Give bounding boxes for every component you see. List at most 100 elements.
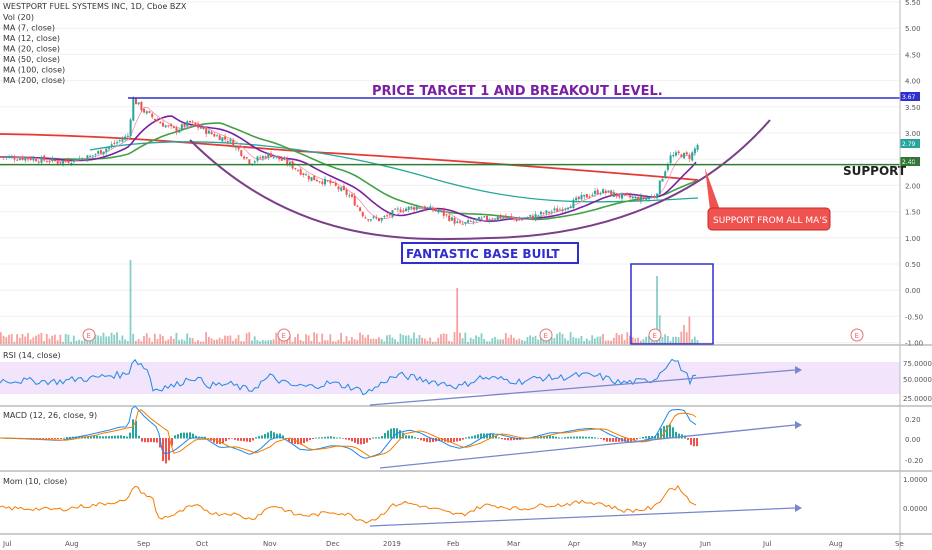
candle	[213, 133, 216, 137]
base-label: FANTASTIC BASE BUILT	[406, 247, 560, 261]
candle	[145, 111, 148, 114]
volume-bar	[548, 337, 550, 344]
macd-hist-bar	[387, 430, 389, 439]
candle	[113, 142, 116, 144]
macd-hist-bar	[561, 437, 563, 439]
volume-bar	[626, 332, 629, 344]
candle	[499, 215, 502, 219]
current-badge: 2.79	[900, 139, 920, 148]
candle	[16, 159, 19, 161]
time-axis: Jul Aug Sep Oct Nov Dec 2019 Feb Mar Apr May Jun Jul…	[2, 540, 904, 548]
candle	[413, 207, 416, 210]
price-tick-label: 0.00	[905, 287, 921, 295]
volume-bar	[137, 338, 140, 344]
candle	[226, 141, 229, 143]
time-tick-label: Apr	[568, 540, 580, 548]
macd-hist-bar	[603, 438, 605, 441]
volume-bar	[507, 337, 510, 344]
volume-bar	[680, 331, 683, 344]
candle	[440, 210, 443, 212]
volume-bar	[494, 336, 496, 344]
candle	[480, 217, 483, 219]
macd-hist-bar	[183, 432, 185, 439]
volume-bar	[342, 341, 345, 344]
volume-bar	[167, 339, 170, 344]
macd-hist-bar	[234, 438, 236, 440]
volume-bar	[513, 337, 515, 344]
macd-hist-bar	[399, 430, 401, 439]
svg-text:2.40: 2.40	[902, 159, 916, 166]
macd-hist-bar	[657, 433, 659, 439]
volume-bar	[191, 338, 194, 344]
volume-bar	[634, 338, 637, 344]
candle	[432, 207, 434, 211]
volume-bar	[580, 335, 583, 344]
volume-bar	[189, 337, 191, 344]
candle	[13, 157, 16, 160]
support-ma-label: SUPPORT FROM ALL MA'S	[713, 216, 828, 226]
macd-hist-bar	[177, 434, 179, 439]
macd-hist-bar	[423, 438, 425, 442]
volume-bar	[413, 332, 415, 344]
volume-bar	[650, 340, 653, 344]
candle	[302, 173, 305, 176]
candle	[375, 217, 378, 219]
macd-hist-bar	[546, 435, 548, 439]
volume-bar	[429, 337, 432, 344]
macd-hist-bar	[363, 438, 365, 444]
candle	[153, 118, 156, 121]
volume-bar	[423, 338, 426, 344]
macd-hist-bar	[96, 435, 98, 439]
price-tick-label: 5.00	[905, 25, 921, 33]
volume-bar	[99, 336, 102, 344]
macd-hist-bar	[483, 433, 485, 439]
volume-bar	[329, 334, 332, 344]
candle	[513, 218, 515, 220]
candle	[202, 127, 205, 130]
candle	[564, 208, 567, 210]
candle	[8, 156, 11, 158]
volume-bar	[324, 340, 326, 344]
candle	[318, 181, 321, 183]
volume-bar	[2, 335, 5, 344]
candle	[218, 135, 221, 141]
candle	[380, 217, 383, 221]
candle	[299, 169, 302, 175]
volume-bar	[531, 336, 534, 344]
macd-hist-bar	[366, 438, 368, 443]
volume-bar	[693, 336, 696, 344]
volume-bar	[461, 338, 464, 344]
candle	[383, 216, 386, 218]
candle	[372, 216, 375, 218]
candle	[237, 147, 240, 150]
macd-hist-bar	[510, 438, 512, 441]
macd-hist-bar	[252, 438, 254, 441]
indicator-label: MA (100, close)	[3, 66, 65, 75]
macd-hist-bar	[414, 437, 416, 439]
volume-bar	[43, 341, 45, 344]
volume-bar	[594, 338, 596, 344]
candle	[534, 214, 537, 219]
candle	[164, 125, 167, 128]
candle	[394, 208, 397, 210]
volume-bar	[124, 339, 126, 344]
ma-200-line	[0, 133, 699, 181]
macd-hist-bar	[456, 438, 458, 442]
candle	[472, 221, 475, 223]
candle	[569, 206, 572, 209]
volume-bar	[180, 339, 183, 344]
candle	[469, 220, 472, 222]
candle	[140, 101, 143, 111]
macd-hist-bar	[336, 437, 338, 439]
mom-pane-label: Mom (10, close)	[3, 477, 67, 486]
rsi-tick-label: 75.0000	[903, 360, 932, 368]
macd-axis: 0.20 0.00 -0.20	[905, 416, 923, 465]
candle	[556, 208, 559, 212]
volume-bar	[567, 340, 569, 344]
macd-hist-bar	[330, 436, 332, 439]
volume-bar	[585, 338, 588, 344]
volume-bar	[421, 337, 423, 344]
candle	[167, 125, 170, 127]
volume-bar	[270, 340, 272, 344]
